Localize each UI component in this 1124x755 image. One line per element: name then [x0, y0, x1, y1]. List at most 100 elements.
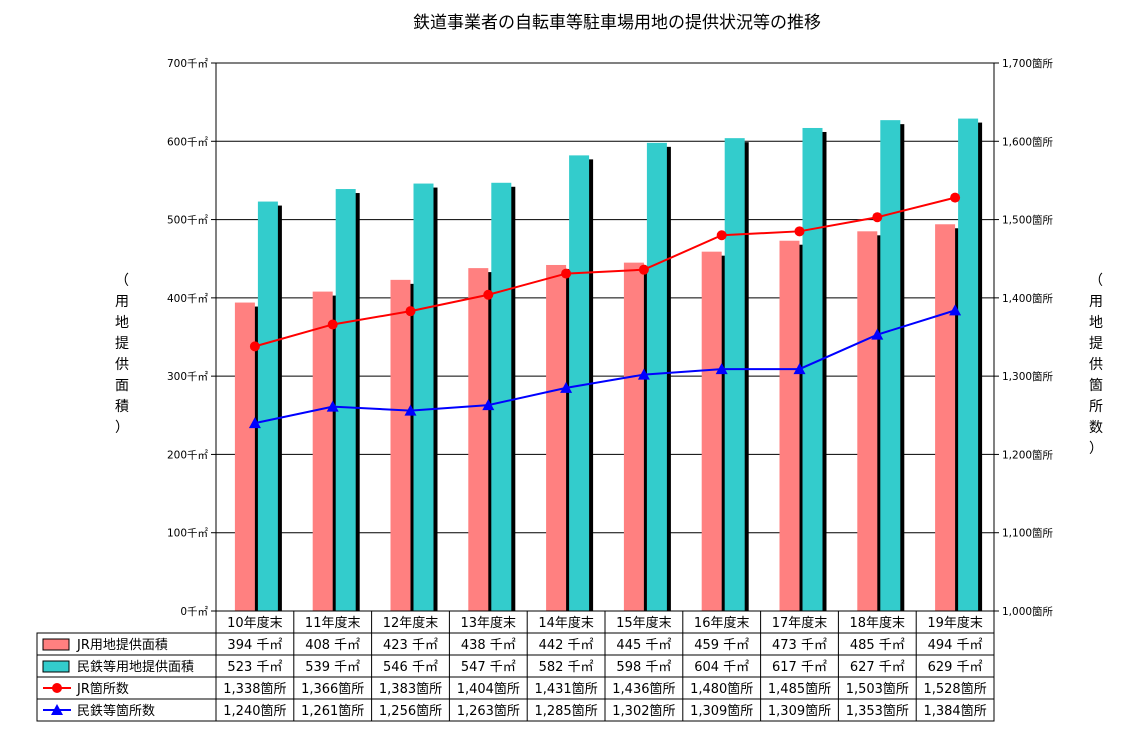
point-jr-count	[638, 264, 649, 275]
y-tick-label-left: 600千㎡	[167, 136, 209, 148]
point-jr-count	[483, 289, 494, 300]
point-private-count	[793, 363, 806, 375]
bar-private-area	[413, 183, 434, 611]
y-axis-label-right-text: （用地提供箇所数）	[1089, 273, 1103, 457]
table-cell: 1,263箇所	[457, 703, 520, 719]
point-private-count	[404, 404, 417, 416]
bar-jr-area	[935, 224, 956, 612]
point-jr-count	[950, 192, 961, 203]
table-cell: 423 千㎡	[383, 638, 438, 653]
bar-private-area	[724, 138, 745, 611]
table-cell: 1,338箇所	[223, 681, 286, 697]
table-cell: 1,480箇所	[690, 681, 753, 697]
bar-jr-area	[779, 240, 800, 612]
table-cell: 617 千㎡	[772, 660, 827, 675]
y-axis-label-right: （用地提供箇所数）	[1089, 273, 1103, 457]
table-cell: 523 千㎡	[227, 660, 282, 675]
table-cell: 408 千㎡	[305, 638, 360, 653]
legend-key-private-area	[42, 660, 70, 673]
point-private-count	[949, 304, 962, 316]
point-private-count	[560, 381, 573, 393]
legend-key-marker-circle	[52, 683, 62, 693]
x-tick-label: 18年度末	[850, 615, 906, 631]
y-axis-label-left: （用地提供面積）	[115, 273, 129, 436]
table-cell: 1,240箇所	[223, 703, 286, 719]
table-cell: 1,309箇所	[690, 703, 753, 719]
point-jr-count	[794, 226, 805, 237]
y-tick-label-right: 1,600箇所	[1002, 135, 1054, 148]
x-tick-label: 11年度末	[305, 615, 361, 631]
line-private-count	[254, 309, 956, 425]
table-cell: 1,285箇所	[534, 703, 597, 719]
bar-jr-area	[390, 279, 411, 611]
bars	[234, 118, 983, 612]
x-tick-label: 13年度末	[461, 615, 517, 631]
x-tick-label: 19年度末	[927, 615, 983, 631]
table-cell: 1,485箇所	[768, 681, 831, 697]
point-jr-count	[327, 319, 338, 330]
table-cell: 1,503箇所	[846, 681, 909, 697]
table-cell: 1,528箇所	[923, 681, 986, 697]
legend-key-marker-triangle	[51, 704, 63, 715]
y-tick-label-right: 1,500箇所	[1002, 214, 1054, 227]
point-private-count	[715, 363, 728, 375]
table-cell: 1,436箇所	[612, 681, 675, 697]
point-jr-count	[872, 212, 883, 223]
bar-jr-area	[857, 231, 878, 612]
legend-label: 民鉄等箇所数	[77, 703, 155, 719]
y-tick-label-left: 0千㎡	[180, 606, 208, 618]
data-table: 10年度末 11年度末 12年度末 13年度末 14年度末 15年度末 16年度末 17年度末…	[36, 610, 995, 722]
point-jr-count	[561, 268, 572, 279]
y-tick-label-right: 1,700箇所	[1002, 57, 1054, 70]
table-cell: 1,431箇所	[534, 681, 597, 697]
y-tick-label-left: 200千㎡	[167, 449, 209, 461]
table-cell: 485 千㎡	[850, 638, 905, 653]
line-jr-count	[254, 196, 956, 348]
x-tick-label: 15年度末	[616, 615, 672, 631]
y-tick-label-left: 100千㎡	[167, 528, 209, 540]
table-cell: 1,256箇所	[379, 703, 442, 719]
bar-private-area	[257, 201, 278, 611]
table-cell: 629 千㎡	[928, 660, 983, 675]
y-tick-label-left: 300千㎡	[167, 371, 209, 383]
point-jr-count	[249, 341, 260, 352]
table-cell: 494 千㎡	[928, 638, 983, 653]
point-jr-count	[716, 230, 727, 241]
legend-label: JR用地提供面積	[76, 637, 168, 653]
bar-private-area	[491, 182, 512, 611]
x-tick-label: 12年度末	[383, 615, 439, 631]
table-cell: 604 千㎡	[694, 660, 749, 675]
bar-jr-area	[623, 262, 644, 611]
table-cell: 442 千㎡	[539, 638, 594, 653]
table-cell: 1,302箇所	[612, 703, 675, 719]
bar-private-area	[569, 155, 590, 611]
bar-private-area	[802, 127, 823, 611]
y-tick-label-left: 700千㎡	[167, 58, 209, 70]
point-private-count	[871, 328, 884, 340]
y-tick-label-right: 1,300箇所	[1002, 370, 1054, 383]
bar-jr-area	[701, 251, 722, 611]
legend-label: JR箇所数	[76, 681, 129, 697]
bar-private-area	[880, 120, 901, 612]
point-private-count	[482, 399, 495, 411]
bar-jr-area	[546, 264, 567, 611]
bar-jr-area	[312, 291, 333, 611]
y-tick-label-right: 1,000箇所	[1002, 605, 1054, 618]
bar-private-area	[335, 189, 356, 612]
y-tick-label-left: 400千㎡	[167, 293, 209, 305]
table-cell: 1,366箇所	[301, 681, 364, 697]
bar-jr-area	[234, 302, 255, 611]
legend-label: 民鉄等用地提供面積	[77, 659, 194, 675]
chart-title: 鉄道事業者の自転車等駐車場用地の提供状況等の推移	[413, 13, 821, 33]
point-private-count	[248, 417, 261, 429]
table-cell: 627 千㎡	[850, 660, 905, 675]
bar-private-area	[958, 118, 979, 611]
table-cell: 547 千㎡	[461, 660, 516, 675]
x-tick-label: 17年度末	[772, 615, 828, 631]
table-cell: 438 千㎡	[461, 638, 516, 653]
table-cell: 1,384箇所	[923, 703, 986, 719]
x-tick-label: 14年度末	[538, 615, 594, 631]
point-jr-count	[405, 306, 416, 317]
point-private-count	[637, 368, 650, 380]
